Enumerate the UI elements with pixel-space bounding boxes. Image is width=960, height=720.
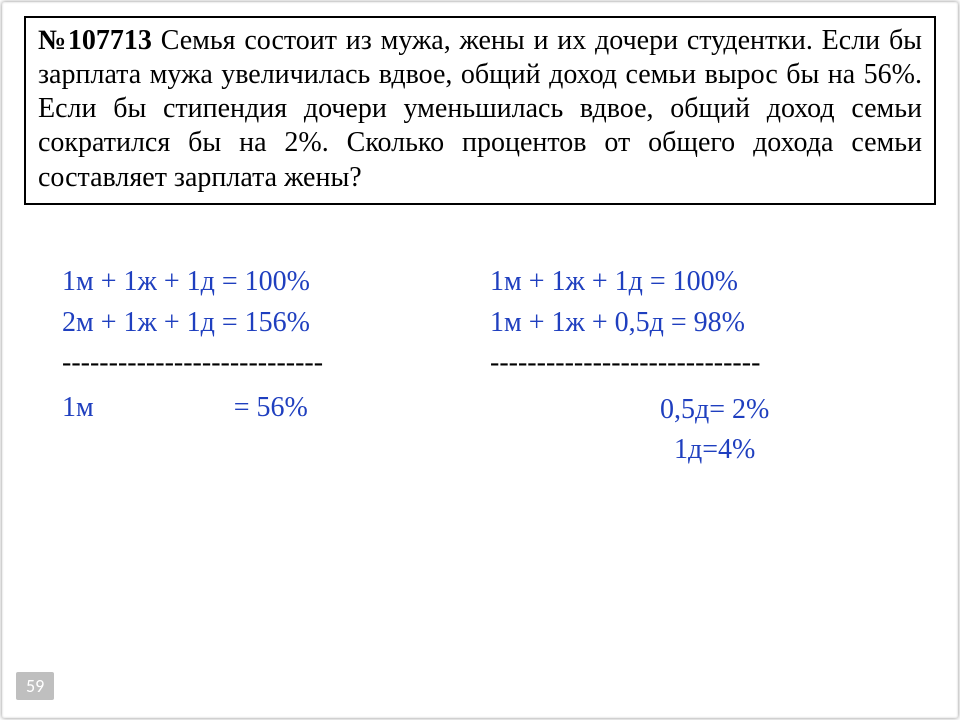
left-eq-2: 2м + 1ж + 1д = 156% — [62, 303, 490, 344]
work-area: 1м + 1ж + 1д = 100% 2м + 1ж + 1д = 156% … — [62, 262, 918, 471]
right-column: 1м + 1ж + 1д = 100% 1м + 1ж + 0,5д = 98%… — [490, 262, 918, 471]
problem-box: №107713 Семья состоит из мужа, жены и их… — [24, 16, 936, 205]
left-divider: ---------------------------- — [62, 343, 490, 384]
left-column: 1м + 1ж + 1д = 100% 2м + 1ж + 1д = 156% … — [62, 262, 490, 471]
slide: №107713 Семья состоит из мужа, жены и их… — [2, 2, 958, 718]
right-result-block: 0,5д= 2% 1д=4% — [490, 390, 918, 471]
right-result-1: 0,5д= 2% — [660, 390, 918, 431]
right-divider: ----------------------------- — [490, 343, 918, 384]
left-result: 1м = 56% — [62, 388, 490, 429]
right-result-2: 1д=4% — [660, 430, 918, 471]
page-number-badge: 59 — [16, 672, 54, 700]
left-eq-1: 1м + 1ж + 1д = 100% — [62, 262, 490, 303]
problem-body: Семья состоит из мужа, жены и их дочери … — [38, 25, 922, 193]
right-eq-2: 1м + 1ж + 0,5д = 98% — [490, 303, 918, 344]
right-eq-1: 1м + 1ж + 1д = 100% — [490, 262, 918, 303]
problem-number: №107713 — [38, 25, 152, 56]
problem-text: №107713 Семья состоит из мужа, жены и их… — [38, 24, 922, 195]
